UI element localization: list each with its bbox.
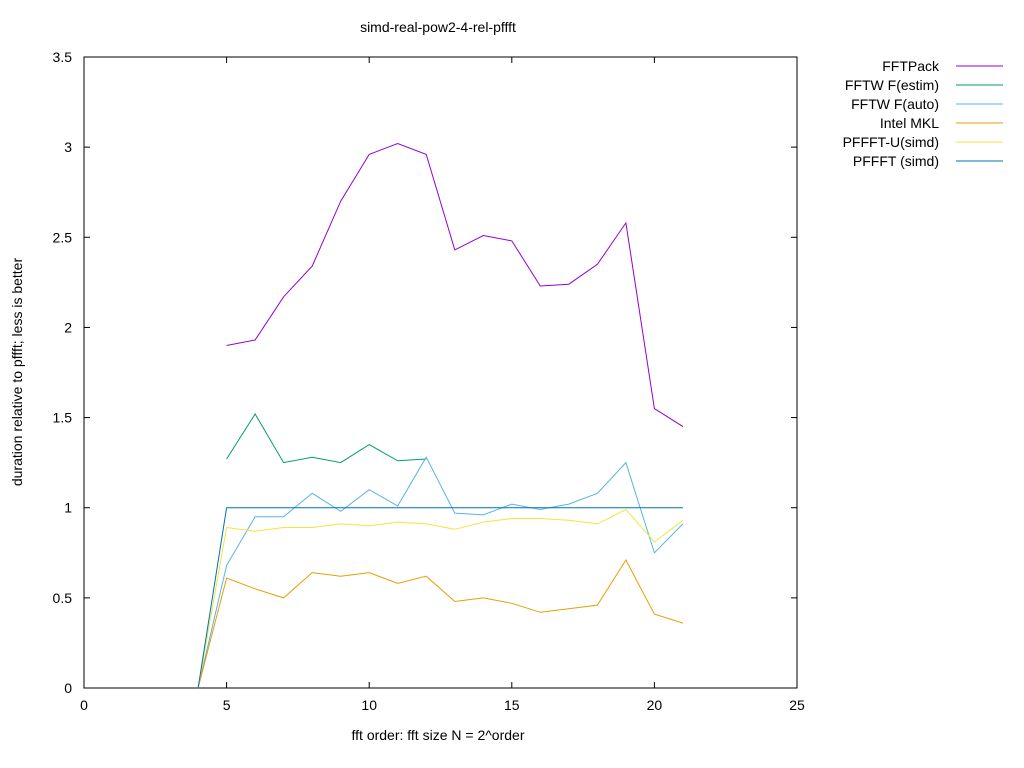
x-tick-label: 25 [789, 697, 805, 713]
legend: FFTPack FFTW F(estim) FFTW F(auto) Intel MK… [843, 58, 1003, 169]
series-line-fftw-f-auto [197, 456, 684, 689]
x-axis-label: fft order: fft size N = 2^order [352, 727, 525, 743]
plot-area-border [83, 56, 798, 689]
y-tick-label: 1.5 [53, 410, 73, 426]
y-tick-label: 0.5 [53, 590, 73, 606]
legend-label-fftw-f-estim: FFTW F(estim) [845, 77, 939, 93]
y-tick-label: 0 [64, 680, 72, 696]
legend-label-fftw-f-auto: FFTW F(auto) [851, 96, 939, 112]
y-tick-label: 2 [64, 319, 72, 335]
y-tick-label: 1 [64, 500, 72, 516]
x-tick-label: 15 [504, 697, 520, 713]
legend-label-fftpack: FFTPack [882, 58, 940, 74]
series-line-fftw-f-estim [226, 413, 427, 464]
y-axis-label: duration relative to pffft; less is bett… [9, 258, 25, 487]
series-line-intel-mkl [197, 559, 684, 689]
x-axis-ticks: 0 5 10 15 20 25 [80, 57, 805, 713]
legend-label-pffft-u-simd: PFFFT-U(simd) [843, 134, 939, 150]
y-tick-label: 3 [64, 139, 72, 155]
legend-label-intel-mkl: Intel MKL [880, 115, 939, 131]
plot-frame [83, 56, 798, 689]
x-tick-label: 5 [223, 697, 231, 713]
series-line-fftpack [226, 142, 684, 428]
series-line-pffft-simd [197, 507, 683, 689]
series-line-pffft-u-simd [197, 508, 684, 689]
y-tick-label: 2.5 [53, 229, 73, 245]
x-tick-label: 0 [80, 697, 88, 713]
y-axis-ticks: 0 0.5 1 1.5 2 2.5 3 3.5 [53, 49, 797, 696]
y-tick-label: 3.5 [53, 49, 73, 65]
legend-label-pffft-simd: PFFFT (simd) [853, 153, 939, 169]
series-lines [197, 142, 684, 689]
x-tick-label: 10 [361, 697, 377, 713]
chart-title: simd-real-pow2-4-rel-pffft [360, 19, 516, 35]
x-tick-label: 20 [647, 697, 663, 713]
